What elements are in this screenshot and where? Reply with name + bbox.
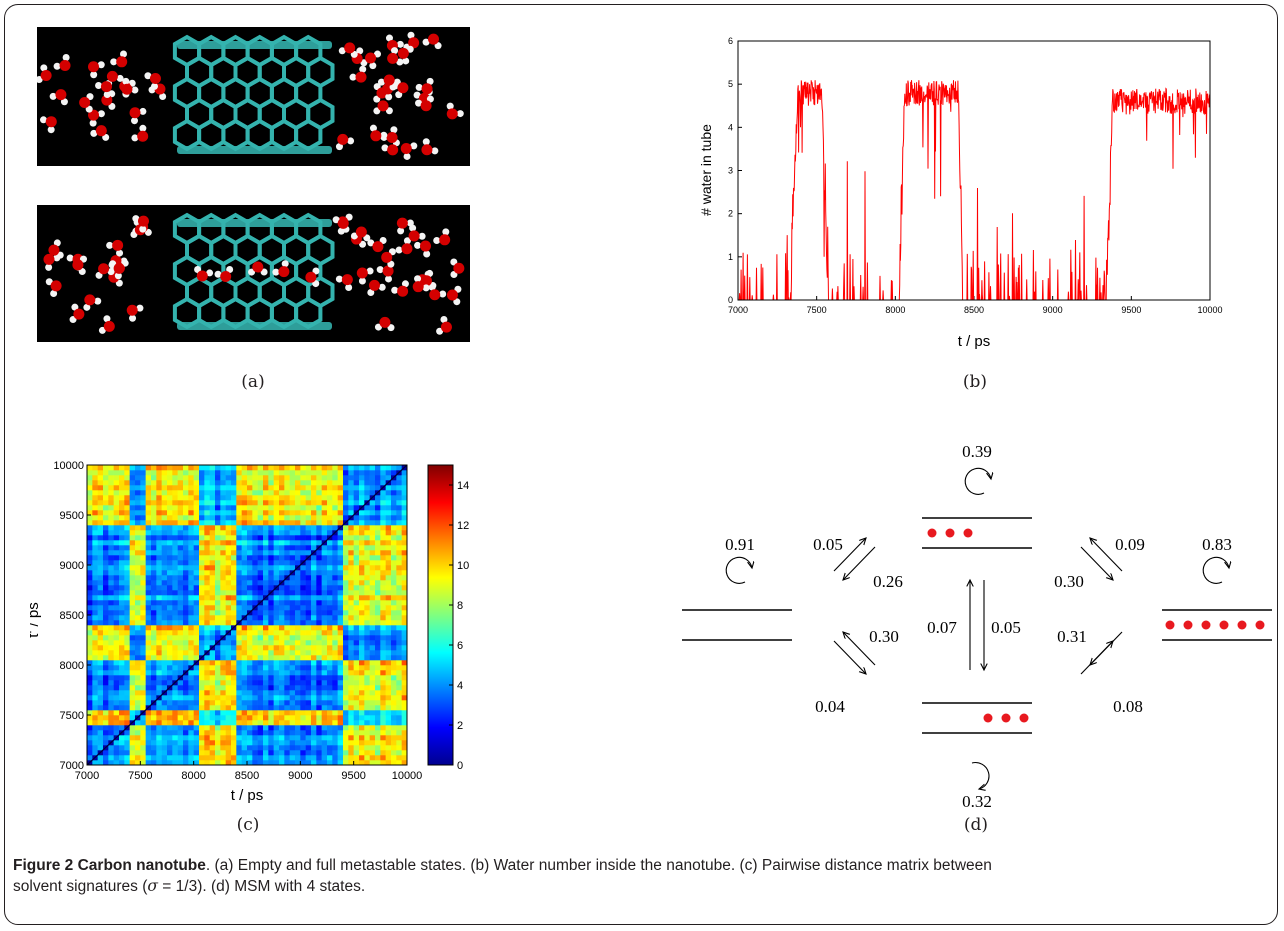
colorbar [427,464,454,766]
colorbar-tick-label: 14 [457,480,469,492]
arrow-top-to-right [1080,546,1113,580]
arrow-top-to-left [843,546,876,580]
caption-sigma: σ [147,877,158,895]
arrow-bottom-to-left [843,632,876,666]
colorbar-tick-label: 6 [457,640,463,652]
state-three-right [922,702,1032,734]
self-loop-bottom-label: 0.32 [962,792,992,811]
x-tick-label: 9000 [1043,305,1063,315]
x-tick-label: 8000 [181,770,205,782]
y-tick-label: 8000 [60,660,84,672]
figure-frame [4,4,1278,925]
colorbar-tick-label: 8 [457,600,463,612]
water-count-chart: 7000 7500 8000 8500 9000 9500 10000 0 1 2 3 4 5 6 t /… [698,36,1223,350]
x-tick-label: 9500 [1121,305,1141,315]
x-tick-label: 8500 [235,770,259,782]
nanotube-empty-image [37,27,470,166]
self-loop-left [725,556,752,584]
panel-a-label: (a) [241,372,265,392]
msm-diagram: 0.91 0.39 0.83 0.32 0.05 0.26 0.09 0.30 … [682,442,1272,811]
label-top-to-bottom: 0.05 [991,618,1021,637]
y-tick-label: 7500 [60,710,84,722]
panel-c-label: (c) [236,815,260,835]
x-tick-label: 7500 [807,305,827,315]
y-tick-label: 6 [728,36,733,46]
y-tick-label: 1 [728,252,733,262]
caption-text-2-post: = 1/3). (d) MSM with 4 states. [158,878,366,895]
x-tick-label: 10000 [392,770,423,782]
colorbar-tick-label: 12 [457,520,469,532]
y-tick-label: 8500 [60,610,84,622]
label-bottom-to-top: 0.07 [927,618,957,637]
x-tick-label: 8000 [885,305,905,315]
self-loop-top-label: 0.39 [962,442,992,461]
arrow-right-to-top [1090,538,1123,572]
y-tick-label: 10000 [53,460,84,472]
self-loop-right [1202,556,1229,584]
diagonal-line [86,464,408,766]
self-loop-top [964,467,991,495]
x-axis-label: t / ps [958,333,991,350]
label-top-to-left: 0.26 [873,572,903,591]
y-tick-label: 0 [728,295,733,305]
figure-caption: Figure 2 Carbon nanotube. (a) Empty and … [13,855,1275,897]
x-tick-label: 9500 [341,770,365,782]
y-axis-label: # water in tube [698,124,714,216]
arrow-left-to-bottom [833,640,866,674]
colorbar-tick-label: 2 [457,720,463,732]
water-molecules [37,31,464,160]
label-left-to-bottom: 0.04 [815,697,845,716]
state-empty [682,609,792,641]
y-axis-label: t' / ps [30,602,42,637]
colorbar-tick-label: 0 [457,760,463,772]
self-loop-right-label: 0.83 [1202,535,1232,554]
panel-b-label: (b) [962,372,988,392]
y-tick-label: 4 [728,122,733,132]
y-tick-label: 3 [728,166,733,176]
label-right-to-top: 0.09 [1115,535,1145,554]
y-tick-label: 5 [728,79,733,89]
arrow-left-to-top [833,538,866,572]
caption-text-1: . (a) Empty and full metastable states. … [205,857,992,874]
distance-matrix-heatmap: 7000 7500 8000 8500 9000 9500 10000 7000 7500 800… [30,460,469,804]
label-top-to-right: 0.30 [1054,572,1084,591]
y-tick-label: 9000 [60,560,84,572]
nanotube-full-image [37,205,470,342]
x-tick-label: 8500 [964,305,984,315]
x-tick-label: 7000 [728,305,748,315]
x-axis-label: t / ps [231,787,264,804]
panel-d-label: (d) [963,815,989,835]
y-tick-label: 2 [728,209,733,219]
x-tick-label: 10000 [1197,305,1222,315]
x-tick-label: 7000 [75,770,99,782]
water-count-series [738,80,1211,301]
nanotube [172,212,335,330]
label-right-to-bottom: 0.08 [1113,697,1143,716]
self-loop-bottom [971,761,990,789]
water-molecules [43,213,465,335]
colorbar-tick-label: 10 [457,560,469,572]
arrow-right-to-bottom [1090,631,1123,665]
state-full [1162,609,1272,641]
y-tick-label: 7000 [60,760,84,772]
y-tick-label: 9500 [60,510,84,522]
plot-frame [737,40,1211,301]
self-loop-left-label: 0.91 [725,535,755,554]
label-left-to-top: 0.05 [813,535,843,554]
label-bottom-to-right: 0.31 [1057,627,1087,646]
nanotube [172,34,335,154]
x-tick-label: 9000 [288,770,312,782]
colorbar-tick-label: 4 [457,680,463,692]
x-tick-label: 7500 [128,770,152,782]
caption-title: Figure 2 Carbon nanotube [13,857,206,874]
state-three-left [922,517,1032,549]
label-bottom-to-left: 0.30 [869,627,899,646]
caption-text-2-pre: solvent signatures ( [13,878,148,895]
